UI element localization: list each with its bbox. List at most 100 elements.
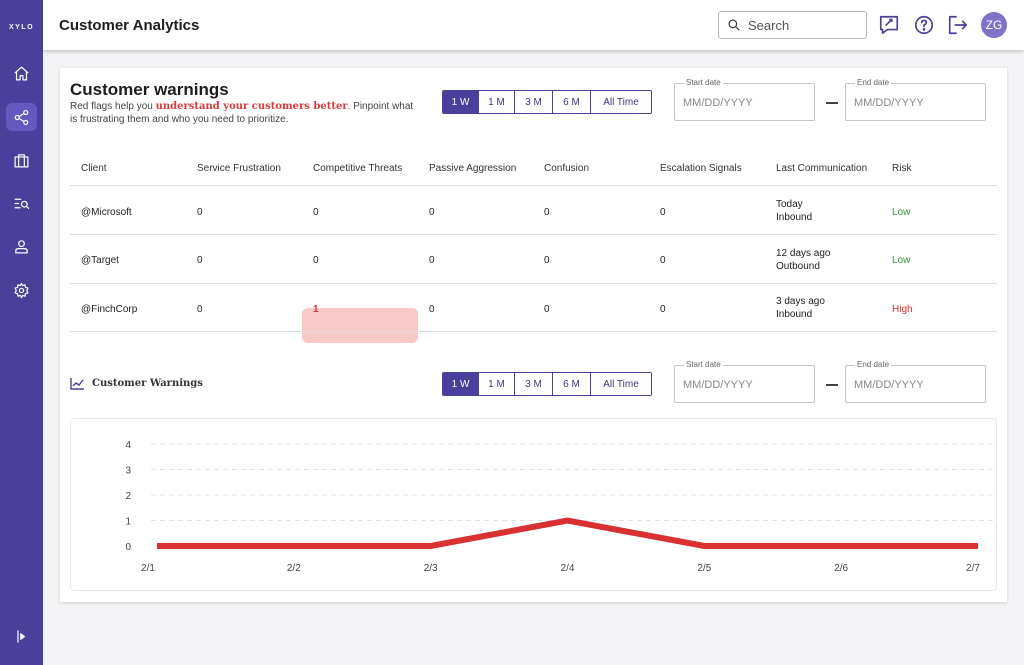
series-line [157, 517, 978, 549]
table-cell-client[interactable]: @Target [81, 255, 119, 266]
table-cell: 0 [429, 304, 435, 315]
feedback-icon [879, 15, 899, 35]
table-cell: 0 [313, 255, 319, 266]
table-cell-last-comm: 3 days ago Inbound [776, 295, 825, 321]
risk-badge: Low [892, 255, 911, 266]
warnings-line-chart: 0 1 2 3 4 2/1 2/2 2/3 2/4 2/5 2/6 2/7 [70, 418, 997, 591]
end-date-label: End date [855, 78, 892, 87]
share-icon [14, 109, 29, 125]
expand-icon [17, 629, 25, 643]
sidebar-expand-button[interactable] [6, 622, 37, 650]
range-selector: 1 W 1 M 3 M 6 M All Time [442, 90, 652, 114]
divider [70, 283, 997, 284]
y-tick-label: 1 [125, 517, 131, 528]
desc-text: Red flags help you [70, 101, 156, 112]
app-title: Customer Analytics [59, 17, 200, 34]
x-tick-label: 2/2 [287, 563, 301, 574]
start-date-value: MM/DD/YYYY [683, 97, 753, 109]
range-1m[interactable]: 1 M [479, 91, 515, 113]
sidebar-item-settings[interactable] [6, 276, 37, 304]
x-tick-label: 2/7 [966, 563, 980, 574]
chart-range-3m[interactable]: 3 M [515, 373, 553, 395]
feedback-button[interactable] [878, 14, 900, 36]
sidebar-item-home[interactable] [6, 59, 37, 87]
table-cell-client[interactable]: @FinchCorp [81, 304, 138, 315]
chart-end-date-field[interactable]: End date MM/DD/YYYY [845, 360, 986, 403]
chart-line-icon [70, 377, 85, 390]
x-tick-label: 2/1 [141, 563, 155, 574]
sidebar-item-share[interactable] [6, 103, 37, 131]
y-tick-label: 0 [125, 542, 131, 553]
help-icon [914, 15, 934, 35]
table-cell: 0 [429, 255, 435, 266]
table-cell: 0 [660, 255, 666, 266]
table-cell: 0 [544, 255, 550, 266]
desc-text-end: . Pinpoint what is frustrating them and … [70, 101, 414, 125]
date-separator [826, 102, 838, 104]
x-tick-label: 2/5 [697, 563, 711, 574]
avatar[interactable]: ZG [981, 12, 1007, 38]
col-competitive[interactable]: Competitive Threats [313, 163, 403, 174]
last-comm-direction: Outbound [776, 261, 820, 272]
range-3m[interactable]: 3 M [515, 91, 553, 113]
sidebar-item-search-list[interactable] [6, 189, 37, 217]
col-service[interactable]: Service Frustration [197, 163, 281, 174]
section-description: Red flags help you understand your custo… [70, 100, 415, 126]
last-comm-direction: Inbound [776, 212, 813, 223]
last-comm-direction: Inbound [776, 309, 813, 320]
sidebar-item-briefcase[interactable] [6, 146, 37, 174]
start-date-label: Start date [684, 78, 723, 87]
search-box[interactable] [718, 11, 867, 39]
search-list-icon [14, 198, 30, 209]
main-content: Customer warnings Red flags help you und… [43, 50, 1024, 665]
start-date-field[interactable]: Start date MM/DD/YYYY [674, 78, 815, 121]
risk-badge: High [892, 304, 913, 315]
desc-highlight: understand your customers better [155, 101, 348, 112]
x-tick-label: 2/6 [834, 563, 848, 574]
col-confusion[interactable]: Confusion [544, 163, 590, 174]
chart-start-date-field[interactable]: Start date MM/DD/YYYY [674, 360, 815, 403]
section-title: Customer warnings [70, 80, 229, 99]
table-cell: 0 [197, 304, 203, 315]
divider [70, 234, 997, 235]
x-tick-label: 2/4 [561, 563, 575, 574]
col-passive[interactable]: Passive Aggression [429, 163, 517, 174]
range-all-time[interactable]: All Time [591, 91, 651, 113]
user-icon [15, 239, 28, 253]
logout-button[interactable] [947, 14, 969, 36]
y-tick-label: 3 [125, 466, 131, 477]
table-cell: 0 [197, 207, 203, 218]
last-comm-time: 3 days ago [776, 296, 825, 307]
table-cell: 0 [429, 207, 435, 218]
table-cell: 0 [544, 207, 550, 218]
range-6m[interactable]: 6 M [553, 91, 591, 113]
topbar: Customer Analytics ZG [43, 0, 1024, 50]
divider [70, 185, 997, 186]
col-risk[interactable]: Risk [892, 163, 912, 174]
table-cell-client[interactable]: @Microsoft [81, 207, 132, 218]
table-cell: 0 [544, 304, 550, 315]
chart-range-6m[interactable]: 6 M [553, 373, 591, 395]
x-tick-label: 2/3 [424, 563, 438, 574]
end-date-field[interactable]: End date MM/DD/YYYY [845, 78, 986, 121]
range-1w[interactable]: 1 W [443, 91, 479, 113]
y-tick-label: 4 [125, 440, 131, 451]
date-separator [826, 384, 838, 386]
search-input[interactable] [748, 16, 860, 34]
logo: XYLO [8, 24, 35, 31]
highlight-cell [302, 308, 418, 343]
col-client[interactable]: Client [81, 163, 107, 174]
logout-icon [948, 15, 968, 35]
chart-range-1m[interactable]: 1 M [479, 373, 515, 395]
chart-range-all-time[interactable]: All Time [591, 373, 651, 395]
col-last-communication[interactable]: Last Communication [776, 163, 868, 174]
table-cell-last-comm: Today Inbound [776, 198, 812, 224]
last-comm-time: 12 days ago [776, 248, 831, 259]
sidebar-item-user[interactable] [6, 232, 37, 260]
col-escalation[interactable]: Escalation Signals [660, 163, 742, 174]
y-tick-label: 2 [125, 491, 131, 502]
table-cell-last-comm: 12 days ago Outbound [776, 247, 831, 273]
chart-range-1w[interactable]: 1 W [443, 373, 479, 395]
help-button[interactable] [913, 14, 935, 36]
risk-badge: Low [892, 207, 911, 218]
